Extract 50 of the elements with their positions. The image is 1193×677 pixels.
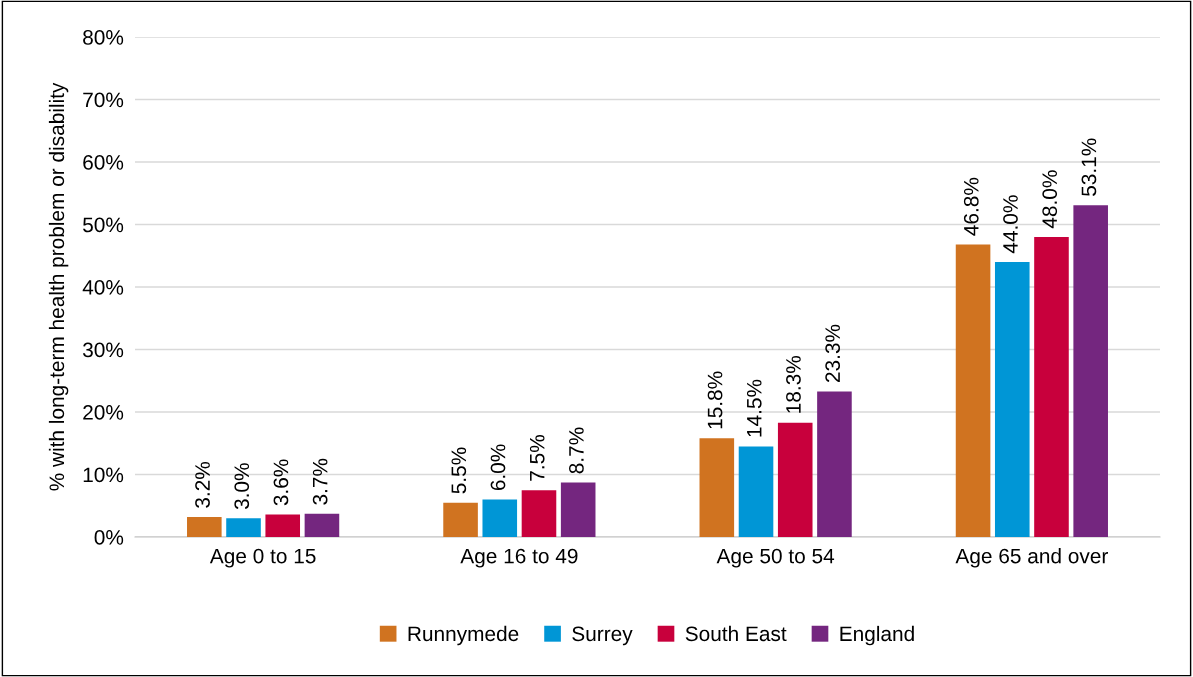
legend-label: Runnymede (408, 625, 519, 646)
bar (443, 502, 478, 537)
data-label: 44.0% (1003, 195, 1018, 254)
data-label: 23.3% (825, 324, 841, 382)
x-tick-label: Age 16 to 49 (460, 548, 578, 568)
data-label: 18.3% (786, 355, 801, 413)
bar (226, 518, 261, 537)
bar (699, 438, 735, 537)
data-label: 14.5% (746, 379, 762, 437)
data-label: 8.7% (569, 427, 584, 474)
data-label: 15.8% (707, 371, 723, 429)
y-tick-label: 50% (83, 217, 124, 233)
bar (265, 514, 301, 537)
y-tick-label: 10% (83, 467, 124, 483)
bar (817, 391, 852, 537)
legend-label: South East (685, 625, 787, 642)
y-tick-label: 70% (83, 92, 124, 108)
data-label: 7.5% (529, 435, 545, 481)
data-label: 3.6% (273, 459, 289, 506)
bar (521, 490, 557, 537)
y-tick-label: 0% (94, 530, 124, 545)
bar (994, 262, 1030, 537)
y-tick-label: 80% (83, 30, 124, 45)
legend-label: Surrey (572, 626, 633, 646)
data-label: 3.2% (195, 461, 210, 508)
data-label: 53.1% (1081, 138, 1097, 196)
bar (482, 499, 518, 537)
bar (560, 482, 596, 537)
bar (738, 446, 774, 537)
bar (955, 244, 991, 537)
bar (1034, 237, 1069, 537)
bar (187, 517, 222, 537)
y-axis-title: % with long-term health problem or disability (48, 82, 69, 491)
x-tick-label: Age 0 to 15 (209, 548, 316, 568)
data-label: 3.7% (312, 458, 328, 505)
bar (304, 513, 340, 537)
y-tick-label: 30% (82, 342, 124, 358)
bar (1073, 205, 1108, 537)
data-label: 5.5% (451, 447, 467, 494)
data-label: 48.0% (1042, 170, 1058, 229)
y-tick-label: 20% (83, 405, 124, 420)
x-tick-label: Age 50 to 54 (716, 548, 835, 568)
y-tick-label: 40% (82, 280, 124, 295)
y-tick-label: 60% (83, 155, 124, 170)
legend-label: England (840, 625, 914, 646)
bar (777, 422, 813, 537)
data-label: 46.8% (963, 177, 979, 236)
data-label: 3.0% (234, 463, 250, 510)
data-label: 6.0% (490, 444, 506, 491)
x-tick-label: Age 65 and over (955, 548, 1108, 568)
